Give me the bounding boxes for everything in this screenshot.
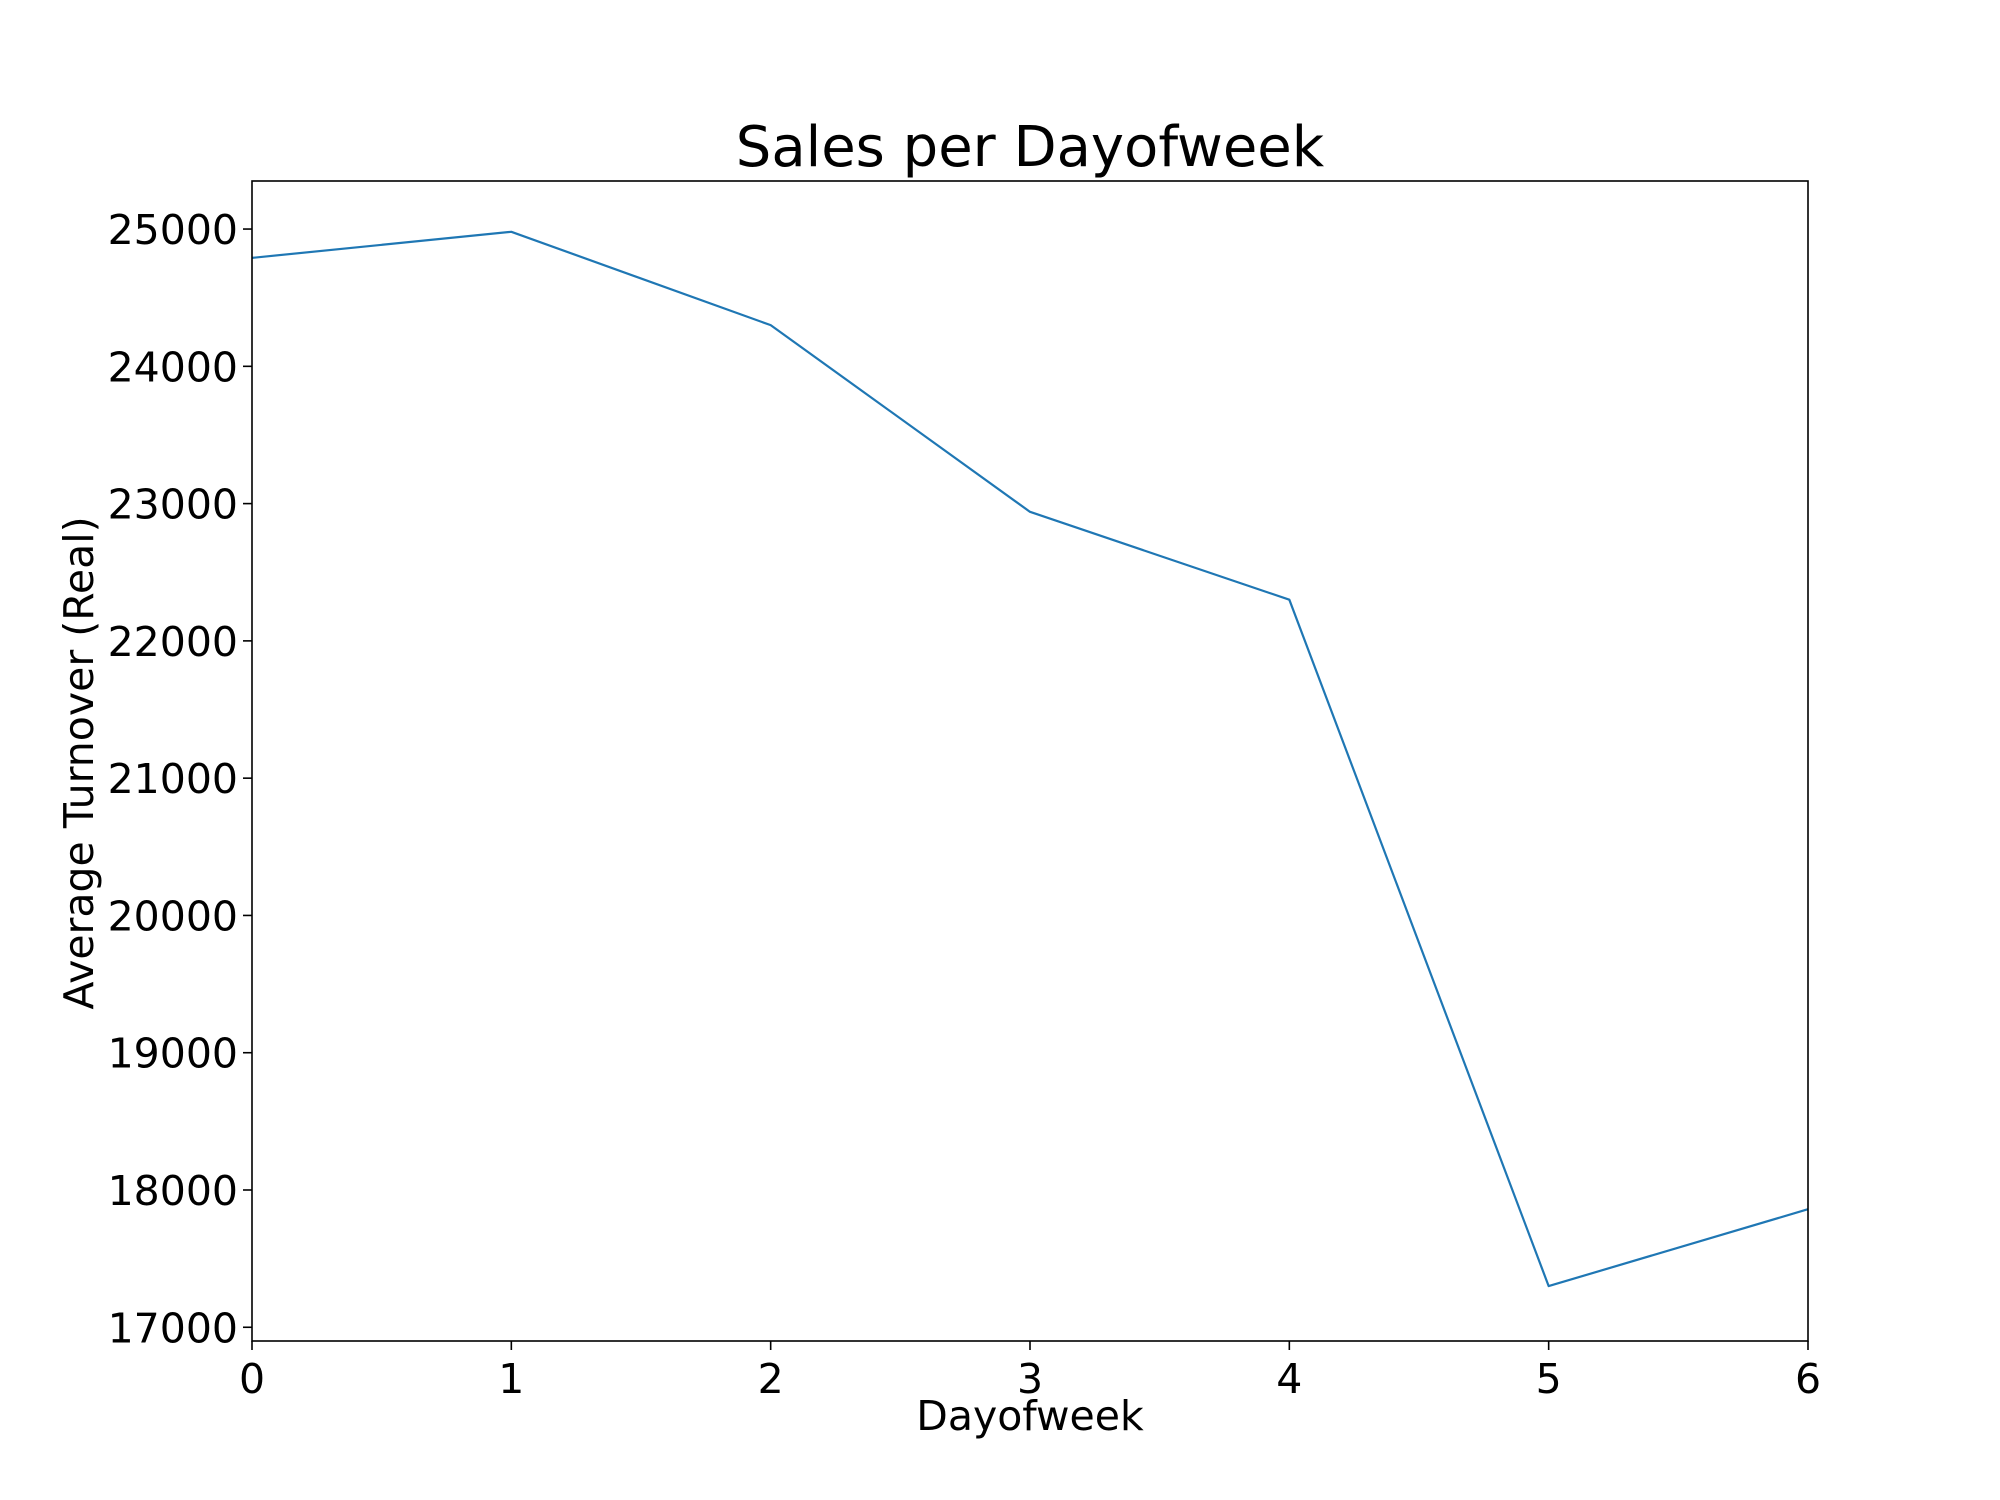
x-tick-label: 4 — [1276, 1355, 1302, 1403]
x-tick-label: 1 — [498, 1355, 524, 1403]
y-tick-label: 17000 — [108, 1304, 238, 1352]
x-tick-label: 2 — [758, 1355, 784, 1403]
x-tick-label: 6 — [1795, 1355, 1821, 1403]
series-layer — [251, 230, 1809, 1288]
x-tick-label: 0 — [239, 1355, 265, 1403]
y-tick-label: 22000 — [108, 618, 238, 666]
y-axis-title: Average Turnover (Real) — [55, 516, 103, 1009]
x-axis-title: Dayofweek — [916, 1392, 1144, 1440]
y-tick-label: 18000 — [108, 1167, 238, 1215]
y-tick-label: 19000 — [108, 1030, 238, 1078]
series-line — [251, 230, 1809, 1288]
y-tick-label: 21000 — [108, 755, 238, 803]
x-tick-label: 3 — [1017, 1355, 1043, 1403]
plot-area-frame — [251, 180, 1809, 1342]
y-tick-label: 23000 — [108, 481, 238, 529]
y-tick-label: 25000 — [108, 206, 238, 254]
x-tick-label: 5 — [1536, 1355, 1562, 1403]
y-tick-label: 20000 — [108, 892, 238, 940]
y-tick-label: 24000 — [108, 343, 238, 391]
x-axis-ticks: 0 1 2 3 4 5 6 — [239, 1341, 1821, 1403]
chart-title: Sales per Dayofweek — [736, 115, 1325, 180]
y-axis-ticks: 17000 18000 19000 20000 21000 22000 23000 24000… — [108, 206, 252, 1352]
